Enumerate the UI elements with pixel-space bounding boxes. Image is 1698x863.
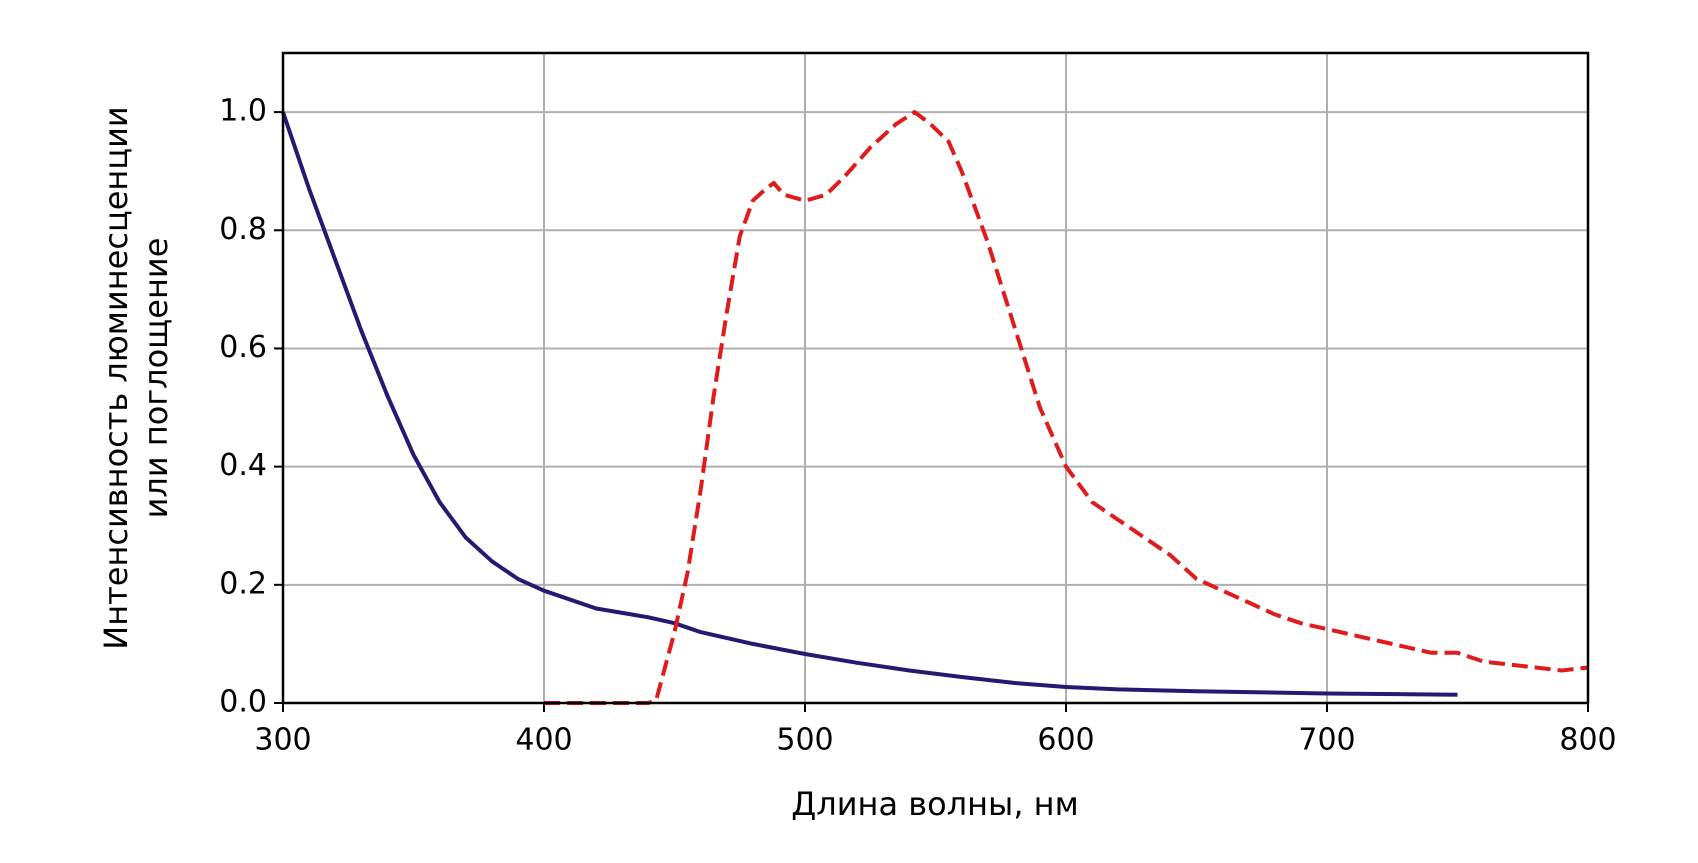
y-tick-label: 0.8 <box>219 212 267 247</box>
x-tick-label: 800 <box>1559 723 1616 758</box>
x-tick-label: 500 <box>776 723 833 758</box>
y-tick-label: 1.0 <box>219 94 267 129</box>
y-tick-label: 0.6 <box>219 330 267 365</box>
x-tick-label: 600 <box>1037 723 1094 758</box>
y-tick-label: 0.0 <box>219 685 267 720</box>
y-tick-label: 0.2 <box>219 566 267 601</box>
y-tick-label: 0.4 <box>219 448 267 483</box>
x-tick-label: 400 <box>515 723 572 758</box>
data-line <box>281 111 1458 697</box>
y-axis-label: или поглощение <box>137 238 175 519</box>
plot-frame <box>281 51 1590 705</box>
x-tick-label: 700 <box>1298 723 1355 758</box>
x-axis-label: Длина волны, нм <box>791 785 1078 823</box>
x-tick-label: 300 <box>254 723 311 758</box>
y-axis-label: Интенсивность люминесценции <box>97 106 135 649</box>
data-line <box>544 110 1589 705</box>
